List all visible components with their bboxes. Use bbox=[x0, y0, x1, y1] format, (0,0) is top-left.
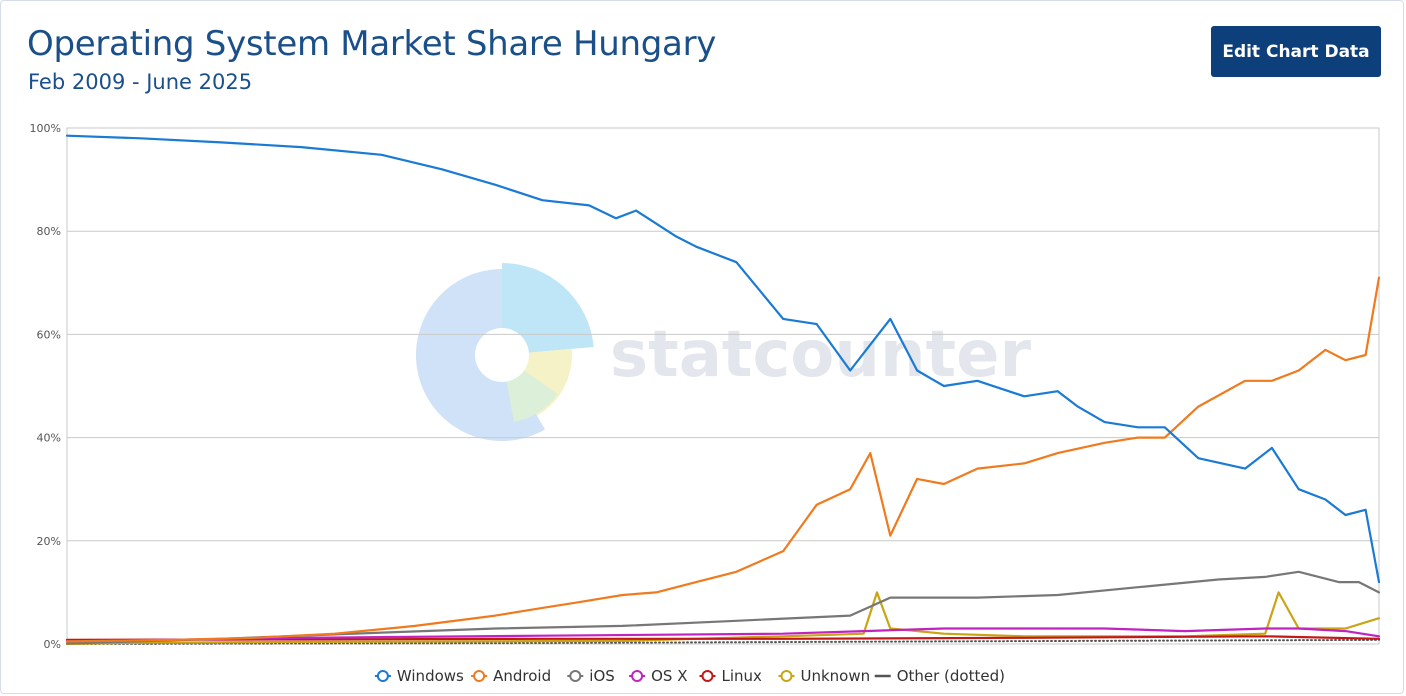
series-line-unknown bbox=[65, 591, 1381, 646]
legend-label: Windows bbox=[397, 667, 464, 685]
edit-chart-data-button[interactable]: Edit Chart Data bbox=[1211, 26, 1381, 77]
legend-marker bbox=[473, 670, 486, 682]
chart-legend: Windows Android iOS OS X Linux Unknown Other (… bbox=[374, 667, 1005, 685]
series-line-linux bbox=[65, 635, 1381, 642]
legend-item[interactable]: Other (dotted) bbox=[874, 667, 1005, 685]
series-line-android bbox=[65, 276, 1381, 643]
legend-marker bbox=[376, 670, 389, 682]
legend-item[interactable]: iOS bbox=[567, 667, 615, 685]
y-tick-label: 100% bbox=[30, 122, 61, 135]
legend-label: OS X bbox=[651, 667, 687, 685]
chart-grid bbox=[66, 127, 1380, 645]
chart-subtitle: Feb 2009 - June 2025 bbox=[28, 70, 253, 94]
legend-item[interactable]: Unknown bbox=[778, 667, 871, 685]
legend-label: Unknown bbox=[801, 667, 871, 685]
legend-marker bbox=[569, 670, 582, 682]
chart-series bbox=[65, 134, 1381, 646]
legend-item[interactable]: Windows bbox=[374, 667, 464, 685]
legend-marker bbox=[701, 670, 714, 682]
y-tick-label: 0% bbox=[44, 638, 61, 651]
legend-label: Android bbox=[493, 667, 551, 685]
watermark-segment-cyan bbox=[502, 263, 594, 353]
legend-marker bbox=[780, 670, 793, 682]
y-tick-label: 80% bbox=[37, 225, 61, 238]
series-line-ios bbox=[65, 570, 1381, 645]
y-tick-label: 40% bbox=[37, 432, 61, 445]
legend-label: Other (dotted) bbox=[897, 667, 1005, 685]
watermark-segment-green bbox=[506, 370, 558, 422]
legend-label: iOS bbox=[589, 667, 615, 685]
chart-title: Operating System Market Share Hungary bbox=[27, 24, 717, 64]
legend-marker bbox=[631, 670, 644, 682]
series-line-other-dotted bbox=[66, 638, 1380, 645]
y-tick-label: 60% bbox=[37, 328, 61, 341]
legend-item[interactable]: Android bbox=[471, 667, 551, 685]
series-line-os-x bbox=[65, 627, 1381, 643]
series-line-windows bbox=[65, 134, 1381, 584]
y-axis-ticks: 0% 20% 40% 60% 80% 100% bbox=[30, 122, 61, 651]
statcounter-watermark: statcounter bbox=[416, 263, 1032, 442]
legend-label: Linux bbox=[722, 667, 763, 685]
legend-item[interactable]: OS X bbox=[629, 667, 687, 685]
y-tick-label: 20% bbox=[37, 535, 61, 548]
legend-item[interactable]: Linux bbox=[699, 667, 763, 685]
